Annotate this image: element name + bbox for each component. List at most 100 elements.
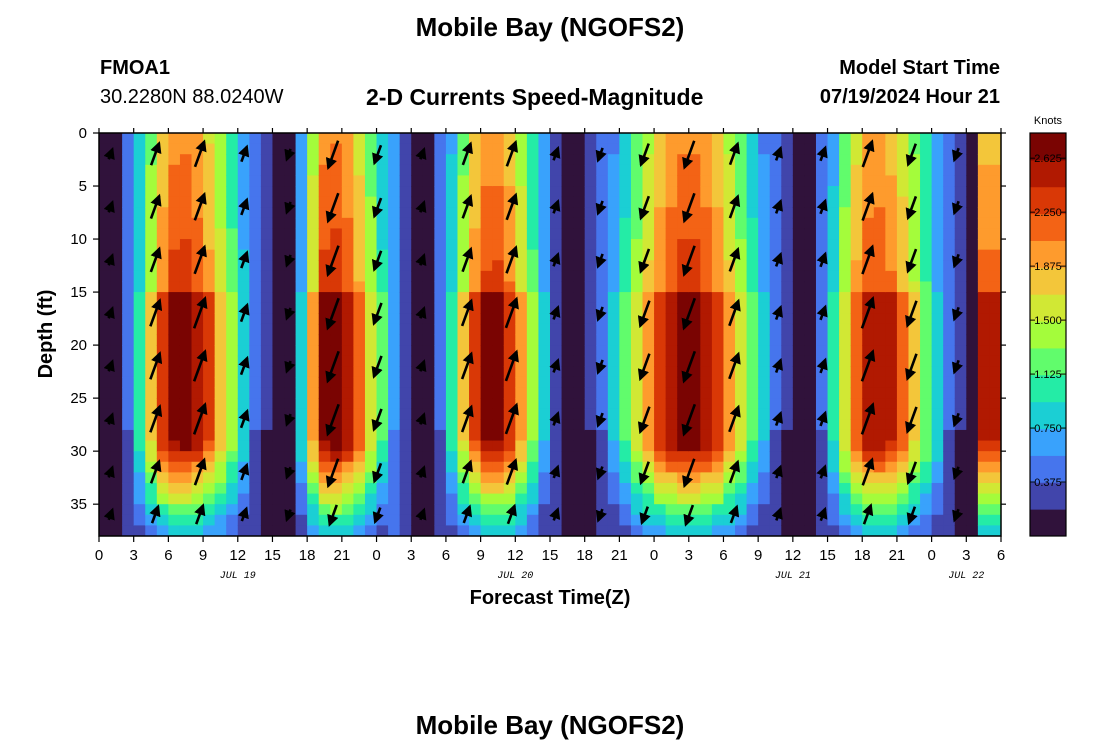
heat-cell bbox=[526, 281, 540, 293]
heat-cell bbox=[781, 461, 794, 473]
heat-cell bbox=[399, 334, 412, 346]
heat-cell bbox=[723, 270, 736, 283]
heat-cell bbox=[584, 313, 597, 325]
heat-cell bbox=[688, 419, 701, 431]
heat-cell bbox=[237, 281, 250, 293]
heat-cell bbox=[133, 207, 146, 219]
current-vector bbox=[681, 245, 696, 277]
heat-cell bbox=[284, 451, 297, 463]
heat-cell bbox=[746, 398, 759, 410]
heat-cell bbox=[711, 323, 725, 336]
heat-cell bbox=[538, 281, 551, 293]
heat-cell bbox=[445, 281, 459, 293]
heat-cell bbox=[723, 313, 736, 325]
heat-cell bbox=[665, 228, 678, 240]
heat-cell bbox=[122, 451, 135, 463]
heat-cell bbox=[804, 429, 817, 442]
heat-cell bbox=[168, 143, 181, 155]
heat-cell bbox=[908, 493, 921, 505]
heat-cell bbox=[110, 451, 123, 463]
heat-cell bbox=[966, 451, 979, 463]
heat-cell bbox=[688, 260, 701, 272]
heat-cell bbox=[619, 493, 632, 505]
heat-cell bbox=[445, 387, 459, 399]
heat-cell bbox=[711, 154, 725, 166]
heat-cell bbox=[133, 493, 146, 505]
heat-cell bbox=[943, 408, 956, 420]
heat-cell bbox=[735, 133, 748, 145]
heat-cell bbox=[526, 419, 540, 431]
heat-cell bbox=[179, 217, 193, 230]
heat-cell bbox=[746, 154, 759, 166]
heat-cell bbox=[249, 472, 262, 484]
current-vector bbox=[816, 464, 828, 479]
heat-cell bbox=[989, 366, 1001, 378]
heat-cell bbox=[526, 376, 540, 389]
heat-cell bbox=[850, 419, 863, 431]
heat-cell bbox=[237, 419, 250, 431]
heat-cell bbox=[330, 398, 343, 410]
heat-cell bbox=[792, 196, 806, 208]
heat-cell bbox=[353, 270, 366, 283]
heat-cell bbox=[896, 514, 910, 526]
heat-cell bbox=[688, 196, 701, 208]
heat-cell bbox=[688, 154, 701, 166]
heat-cell bbox=[642, 429, 655, 442]
current-vector bbox=[415, 146, 427, 160]
heat-cell bbox=[920, 154, 933, 166]
heat-cell bbox=[792, 239, 806, 251]
heat-cell bbox=[746, 493, 759, 505]
heat-cell bbox=[827, 133, 840, 145]
heat-cell bbox=[353, 451, 366, 463]
heat-cell bbox=[260, 133, 274, 145]
heat-cell bbox=[480, 387, 493, 399]
heat-cell bbox=[723, 228, 736, 240]
current-vector bbox=[325, 192, 340, 224]
heat-cell bbox=[584, 504, 597, 516]
heat-cell bbox=[99, 133, 112, 145]
current-vector bbox=[728, 351, 741, 380]
heat-cell bbox=[411, 292, 424, 304]
current-vector bbox=[681, 350, 697, 384]
heat-cell bbox=[735, 451, 748, 463]
heat-cell bbox=[665, 419, 678, 431]
heat-cell bbox=[399, 525, 412, 536]
colorbar-segment bbox=[1030, 401, 1066, 430]
heat-cell bbox=[145, 133, 158, 145]
heat-cell bbox=[168, 398, 181, 410]
heat-cell bbox=[792, 482, 806, 495]
heat-cell bbox=[399, 217, 412, 230]
heat-cell bbox=[885, 398, 898, 410]
heat-cell bbox=[966, 355, 979, 367]
heat-cell bbox=[804, 514, 817, 526]
heat-cell bbox=[746, 292, 759, 304]
heat-cell bbox=[607, 376, 620, 389]
heat-cell bbox=[526, 239, 540, 251]
heat-cell bbox=[364, 207, 378, 219]
heat-cell bbox=[723, 482, 736, 495]
heat-cell bbox=[630, 482, 644, 495]
heat-cell bbox=[885, 313, 898, 325]
heat-cell bbox=[260, 504, 274, 516]
heat-cell bbox=[619, 133, 632, 145]
heat-cell bbox=[584, 419, 597, 431]
heat-cell bbox=[735, 313, 748, 325]
heat-cell bbox=[792, 493, 806, 505]
heat-cell bbox=[214, 164, 227, 177]
heat-cell bbox=[677, 525, 690, 536]
heat-cell bbox=[272, 419, 285, 431]
heat-cell bbox=[769, 345, 782, 357]
heat-cell bbox=[469, 228, 482, 240]
heat-cell bbox=[792, 525, 806, 536]
heat-cell bbox=[203, 355, 216, 367]
heat-cell bbox=[850, 472, 863, 484]
heat-cell bbox=[885, 239, 898, 251]
heat-cell bbox=[885, 207, 898, 219]
heat-cell bbox=[503, 493, 516, 505]
heat-cell bbox=[746, 175, 759, 187]
heat-cell bbox=[700, 260, 713, 272]
heat-cell bbox=[550, 133, 563, 145]
heat-cell bbox=[908, 398, 921, 410]
heat-cell bbox=[596, 270, 609, 283]
heat-cell bbox=[156, 281, 169, 293]
